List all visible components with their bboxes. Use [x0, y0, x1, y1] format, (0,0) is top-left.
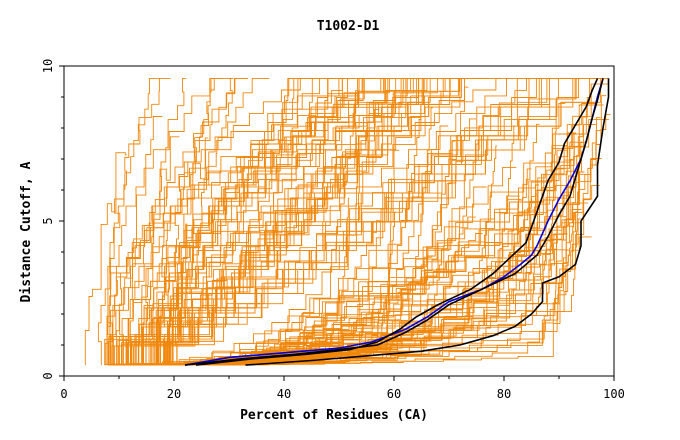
- background-model-line: [118, 90, 359, 366]
- y-axis-label: Distance Cutoff, A: [19, 161, 34, 302]
- background-model-line: [168, 137, 208, 366]
- black-model-2-line: [184, 78, 604, 366]
- background-model-line: [132, 124, 597, 366]
- background-model-line: [165, 77, 422, 366]
- black-model-1-line: [195, 78, 599, 366]
- background-model-line: [126, 77, 309, 366]
- chart-title: T1002-D1: [317, 19, 380, 34]
- x-tick-label: 80: [497, 387, 511, 401]
- background-model-line: [133, 77, 454, 366]
- y-tick-label: 10: [41, 59, 55, 73]
- y-tick-label: 5: [41, 217, 55, 224]
- background-model-line: [107, 77, 233, 366]
- background-model-line: [84, 152, 127, 366]
- background-model-line: [164, 117, 601, 366]
- background-model-line: [179, 254, 572, 366]
- background-model-line: [122, 150, 581, 366]
- background-model-line: [111, 77, 423, 366]
- background-model-line: [135, 136, 180, 366]
- background-model-line: [158, 119, 422, 366]
- x-tick-label: 100: [603, 387, 625, 401]
- background-model-line: [158, 170, 577, 366]
- background-model-line: [107, 77, 171, 366]
- background-model-line: [166, 77, 609, 366]
- background-model-line: [115, 116, 163, 366]
- background-model-line: [121, 77, 316, 366]
- background-model-line: [104, 77, 312, 366]
- y-tick-label: 0: [41, 372, 55, 379]
- background-model-line: [109, 77, 159, 366]
- x-tick-label: 40: [277, 387, 291, 401]
- background-model-line: [148, 77, 473, 366]
- x-axis-label: Percent of Residues (CA): [240, 408, 428, 423]
- background-model-line: [119, 77, 379, 366]
- background-model-line: [163, 77, 573, 366]
- background-model-line: [176, 184, 539, 366]
- black-model-3-line: [245, 78, 610, 366]
- background-model-line: [141, 77, 609, 366]
- background-model-line: [108, 77, 356, 366]
- axes: 0 20 40 60 80 100 0 5 10: [41, 59, 625, 401]
- x-tick-label: 60: [387, 387, 401, 401]
- background-model-line: [109, 77, 502, 366]
- background-model-line: [167, 77, 450, 366]
- background-model-line: [120, 216, 476, 366]
- background-model-line: [120, 77, 549, 366]
- plot-area: [84, 77, 611, 366]
- x-tick-label: 20: [167, 387, 181, 401]
- background-model-line: [133, 133, 583, 366]
- x-tick-label: 0: [60, 387, 67, 401]
